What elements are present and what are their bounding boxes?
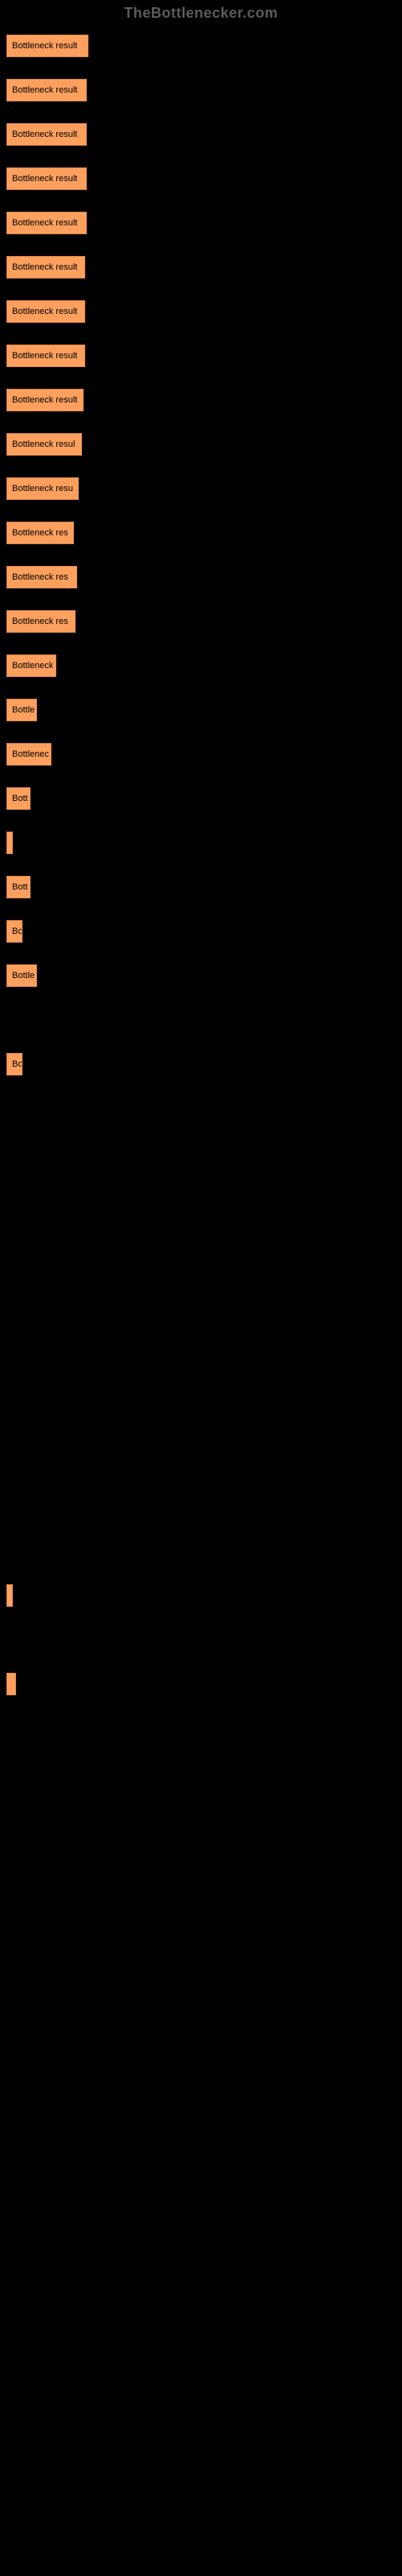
bar-row: [6, 1540, 396, 1563]
bar-row: [6, 1319, 396, 1341]
chart-bar: [6, 1673, 16, 1695]
chart-bar: Bottlenec: [6, 743, 51, 766]
chart-bar: [6, 832, 13, 854]
bar-row: Bottlenec: [6, 743, 396, 766]
bar-row: [6, 1451, 396, 1474]
chart-bar: Bottleneck result: [6, 123, 87, 146]
chart-bar: Bottleneck result: [6, 212, 87, 234]
chart-bar: Bo: [6, 1053, 23, 1075]
bar-label: Bottleneck result: [12, 351, 77, 361]
bar-row: [6, 1274, 396, 1297]
bar-row: [6, 1496, 396, 1518]
chart-bar: Bottleneck result: [6, 35, 88, 57]
bar-row: [6, 1141, 396, 1164]
page-header: TheBottlenecker.com: [0, 0, 402, 27]
bar-row: Bottleneck resul: [6, 433, 396, 456]
bar-label: Bottleneck resu: [12, 484, 73, 493]
site-title: TheBottlenecker.com: [124, 5, 278, 21]
bar-label: Bottleneck result: [12, 262, 77, 272]
bar-row: Bott: [6, 876, 396, 898]
bar-chart: Bottleneck result Bottleneck result Bottle…: [0, 27, 402, 1725]
bar-row: [6, 1629, 396, 1651]
bar-label: Bo: [12, 927, 22, 936]
chart-bar: Bottleneck result: [6, 167, 87, 190]
bar-row: [6, 1230, 396, 1253]
chart-bar: Bottleneck: [6, 654, 56, 677]
bar-row: Bo: [6, 920, 396, 943]
bar-row: [6, 1363, 396, 1385]
bar-label: Bottleneck result: [12, 85, 77, 95]
chart-bar: Bott: [6, 787, 31, 810]
bar-label: Bo: [12, 1059, 22, 1069]
chart-bar: Bottleneck res: [6, 610, 76, 633]
chart-bar: Bottleneck resul: [6, 433, 82, 456]
chart-bar: Bo: [6, 920, 23, 943]
bar-label: Bott: [12, 794, 28, 803]
chart-bar: Bottleneck result: [6, 300, 85, 323]
bar-row: Bottleneck resu: [6, 477, 396, 500]
bar-row: [6, 1186, 396, 1208]
bar-row: Bottle: [6, 699, 396, 721]
bar-label: Bottleneck result: [12, 130, 77, 139]
bar-label: Bottleneck res: [12, 528, 68, 538]
bar-label: Bottleneck result: [12, 174, 77, 184]
bar-row: Bottleneck result: [6, 256, 396, 279]
bar-row: Bottleneck result: [6, 167, 396, 190]
bar-row: Bottleneck result: [6, 79, 396, 101]
bar-row: [6, 832, 396, 854]
bar-row: Bottleneck res: [6, 610, 396, 633]
bar-row: Bottleneck result: [6, 35, 396, 57]
bar-row: Bottleneck result: [6, 212, 396, 234]
bar-row: Bottleneck: [6, 654, 396, 677]
bar-row: [6, 1673, 396, 1695]
bar-row: Bottleneck result: [6, 300, 396, 323]
bar-row: [6, 1584, 396, 1607]
chart-bar: Bottle: [6, 964, 37, 987]
bar-label: Bottleneck res: [12, 617, 68, 626]
bar-row: Bottleneck result: [6, 389, 396, 411]
bar-label: Bottleneck result: [12, 395, 77, 405]
bar-row: Bottleneck result: [6, 123, 396, 146]
chart-bar: Bottleneck result: [6, 256, 85, 279]
bar-label: Bottlenec: [12, 749, 49, 759]
bar-row: Bott: [6, 787, 396, 810]
chart-bar: [6, 1584, 13, 1607]
chart-bar: Bottleneck result: [6, 345, 85, 367]
chart-bar: Bottleneck res: [6, 522, 74, 544]
bar-label: Bottleneck result: [12, 307, 77, 316]
bar-label: Bottleneck res: [12, 572, 68, 582]
chart-bar: Bottleneck resu: [6, 477, 79, 500]
bar-row: [6, 1097, 396, 1120]
bar-label: Bottle: [12, 971, 35, 980]
chart-bar: Bottleneck result: [6, 389, 84, 411]
bar-label: Bottle: [12, 705, 35, 715]
bar-label: Bottleneck: [12, 661, 53, 671]
chart-bar: Bottleneck res: [6, 566, 77, 588]
bar-label: Bottleneck result: [12, 218, 77, 228]
chart-bar: Bottle: [6, 699, 37, 721]
bar-label: Bottleneck result: [12, 41, 77, 51]
bar-row: [6, 1407, 396, 1430]
bar-label: Bottleneck resul: [12, 440, 75, 449]
chart-bar: Bottleneck result: [6, 79, 87, 101]
bar-label: Bott: [12, 882, 28, 892]
bar-row: Bottleneck res: [6, 522, 396, 544]
chart-bar: Bott: [6, 876, 31, 898]
bar-row: Bottleneck result: [6, 345, 396, 367]
bar-row: [6, 1009, 396, 1031]
bar-row: Bo: [6, 1053, 396, 1075]
bar-row: Bottle: [6, 964, 396, 987]
bar-row: Bottleneck res: [6, 566, 396, 588]
